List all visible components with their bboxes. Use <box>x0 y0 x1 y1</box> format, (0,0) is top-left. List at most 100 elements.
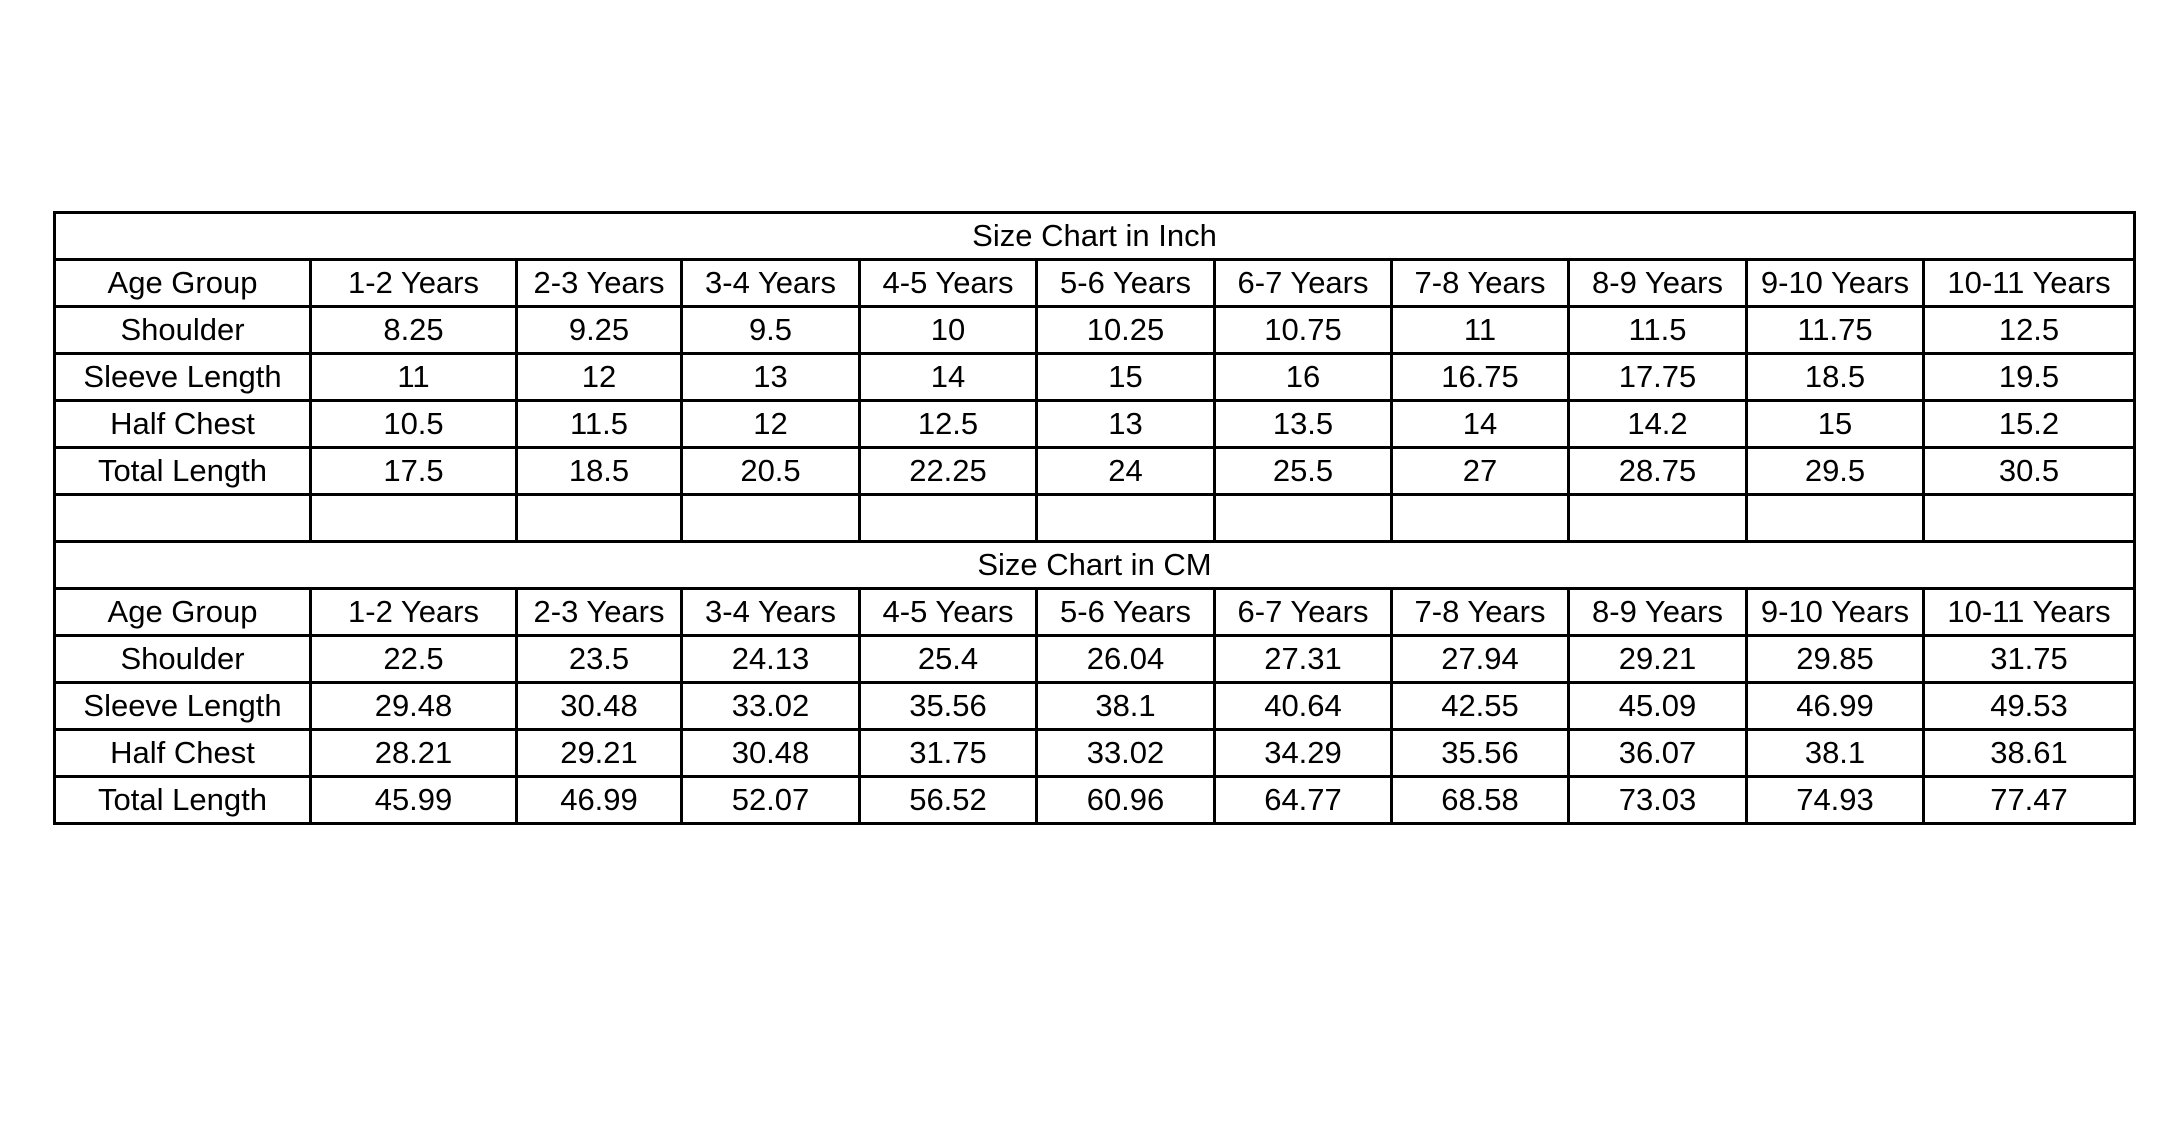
empty-cell <box>1745 493 1925 543</box>
header-cell: 7-8 Years <box>1390 258 1570 308</box>
value-cell: 56.52 <box>858 775 1038 825</box>
value-cell: 17.5 <box>309 446 518 496</box>
value-cell: 13 <box>680 352 861 402</box>
value-cell: 11.5 <box>1567 305 1748 355</box>
value-cell: 25.4 <box>858 634 1038 684</box>
value-cell: 25.5 <box>1213 446 1393 496</box>
value-cell: 45.99 <box>309 775 518 825</box>
data-row: Shoulder 8.25 9.25 9.5 10 10.25 10.75 11 11.5 11.… <box>53 305 2136 355</box>
value-cell: 14 <box>858 352 1038 402</box>
header-cell: 6-7 Years <box>1213 587 1393 637</box>
data-row: Half Chest 28.21 29.21 30.48 31.75 33.02 34.29… <box>53 728 2136 778</box>
header-row: Age Group 1-2 Years 2-3 Years 3-4 Years 4-5 … <box>53 258 2136 308</box>
value-cell: 22.25 <box>858 446 1038 496</box>
row-label: Shoulder <box>53 634 312 684</box>
value-cell: 13.5 <box>1213 399 1393 449</box>
data-row: Total Length 17.5 18.5 20.5 22.25 24 25.5 27 28.… <box>53 446 2136 496</box>
header-cell: 2-3 Years <box>515 587 683 637</box>
row-label: Shoulder <box>53 305 312 355</box>
header-row: Age Group 1-2 Years 2-3 Years 3-4 Years 4-5 … <box>53 587 2136 637</box>
value-cell: 23.5 <box>515 634 683 684</box>
value-cell: 14 <box>1390 399 1570 449</box>
value-cell: 27 <box>1390 446 1570 496</box>
header-cell: 9-10 Years <box>1745 258 1925 308</box>
value-cell: 29.21 <box>1567 634 1748 684</box>
value-cell: 22.5 <box>309 634 518 684</box>
value-cell: 60.96 <box>1035 775 1216 825</box>
value-cell: 38.61 <box>1922 728 2136 778</box>
value-cell: 42.55 <box>1390 681 1570 731</box>
header-cell: 10-11 Years <box>1922 587 2136 637</box>
header-cell: Age Group <box>53 587 312 637</box>
header-cell: 3-4 Years <box>680 587 861 637</box>
value-cell: 11 <box>1390 305 1570 355</box>
value-cell: 30.48 <box>515 681 683 731</box>
table-title: Size Chart in Inch <box>53 211 2136 261</box>
value-cell: 35.56 <box>858 681 1038 731</box>
header-cell: 8-9 Years <box>1567 587 1748 637</box>
value-cell: 35.56 <box>1390 728 1570 778</box>
value-cell: 15.2 <box>1922 399 2136 449</box>
value-cell: 29.21 <box>515 728 683 778</box>
value-cell: 13 <box>1035 399 1216 449</box>
value-cell: 16 <box>1213 352 1393 402</box>
empty-cell <box>309 493 518 543</box>
value-cell: 30.48 <box>680 728 861 778</box>
value-cell: 26.04 <box>1035 634 1216 684</box>
value-cell: 10.25 <box>1035 305 1216 355</box>
value-cell: 11.5 <box>515 399 683 449</box>
row-label: Total Length <box>53 446 312 496</box>
header-cell: 2-3 Years <box>515 258 683 308</box>
empty-cell <box>1035 493 1216 543</box>
value-cell: 17.75 <box>1567 352 1748 402</box>
value-cell: 15 <box>1745 399 1925 449</box>
empty-cell <box>1567 493 1748 543</box>
value-cell: 27.94 <box>1390 634 1570 684</box>
header-cell: 4-5 Years <box>858 587 1038 637</box>
row-label: Sleeve Length <box>53 352 312 402</box>
data-row: Half Chest 10.5 11.5 12 12.5 13 13.5 14 14.2 15 15… <box>53 399 2136 449</box>
value-cell: 45.09 <box>1567 681 1748 731</box>
row-label: Total Length <box>53 775 312 825</box>
value-cell: 28.75 <box>1567 446 1748 496</box>
value-cell: 73.03 <box>1567 775 1748 825</box>
header-cell: 8-9 Years <box>1567 258 1748 308</box>
value-cell: 33.02 <box>680 681 861 731</box>
empty-cell <box>680 493 861 543</box>
value-cell: 30.5 <box>1922 446 2136 496</box>
table-title: Size Chart in CM <box>53 540 2136 590</box>
value-cell: 28.21 <box>309 728 518 778</box>
value-cell: 27.31 <box>1213 634 1393 684</box>
header-cell: 4-5 Years <box>858 258 1038 308</box>
spacer-row <box>53 493 2136 543</box>
value-cell: 29.5 <box>1745 446 1925 496</box>
value-cell: 24 <box>1035 446 1216 496</box>
value-cell: 18.5 <box>1745 352 1925 402</box>
header-cell: 7-8 Years <box>1390 587 1570 637</box>
value-cell: 9.25 <box>515 305 683 355</box>
value-cell: 10.75 <box>1213 305 1393 355</box>
header-cell: 1-2 Years <box>309 258 518 308</box>
value-cell: 9.5 <box>680 305 861 355</box>
header-cell: 9-10 Years <box>1745 587 1925 637</box>
header-cell: 5-6 Years <box>1035 258 1216 308</box>
value-cell: 10.5 <box>309 399 518 449</box>
header-cell: 5-6 Years <box>1035 587 1216 637</box>
empty-cell <box>1213 493 1393 543</box>
data-row: Sleeve Length 29.48 30.48 33.02 35.56 38.1 40.… <box>53 681 2136 731</box>
value-cell: 68.58 <box>1390 775 1570 825</box>
header-cell: 1-2 Years <box>309 587 518 637</box>
value-cell: 33.02 <box>1035 728 1216 778</box>
value-cell: 31.75 <box>1922 634 2136 684</box>
value-cell: 18.5 <box>515 446 683 496</box>
data-row: Sleeve Length 11 12 13 14 15 16 16.75 17.75 18.5 1… <box>53 352 2136 402</box>
table-body: Size Chart in Inch Age Group 1-2 Years 2-3 … <box>53 211 2136 825</box>
value-cell: 64.77 <box>1213 775 1393 825</box>
value-cell: 16.75 <box>1390 352 1570 402</box>
empty-cell <box>1922 493 2136 543</box>
value-cell: 12.5 <box>858 399 1038 449</box>
title-row: Size Chart in Inch <box>53 211 2136 261</box>
value-cell: 24.13 <box>680 634 861 684</box>
value-cell: 12 <box>680 399 861 449</box>
